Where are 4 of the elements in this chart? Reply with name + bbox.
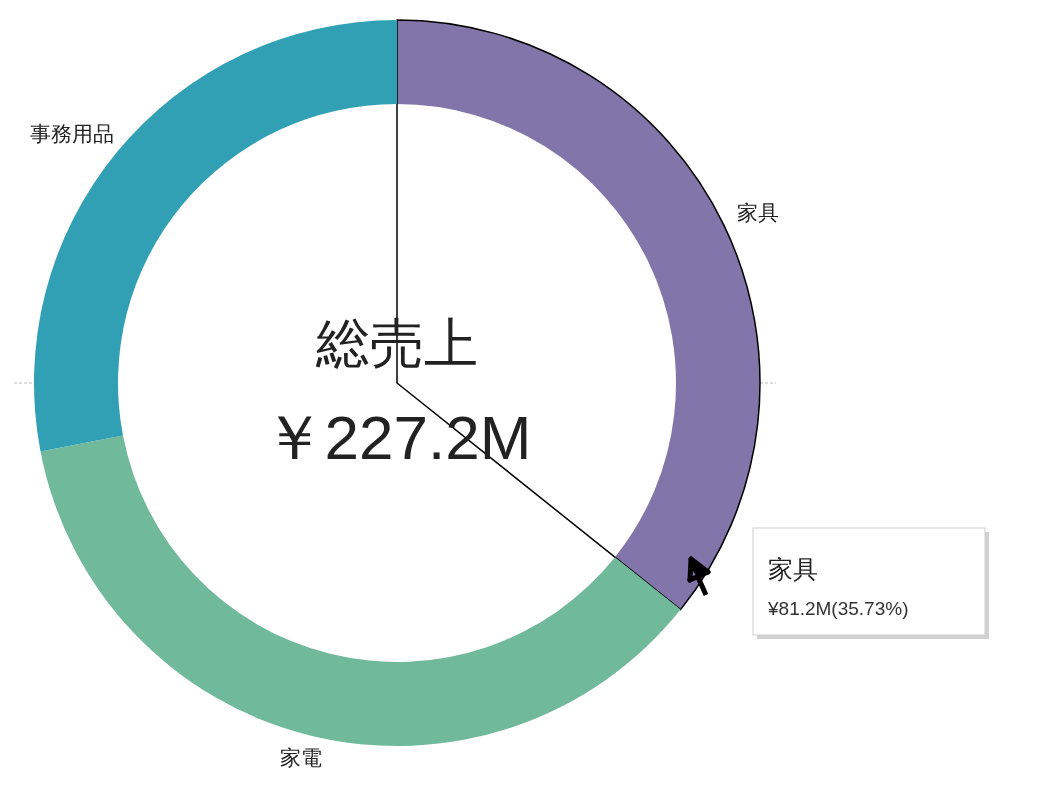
- slice-label: 家具: [737, 201, 780, 225]
- slice-label: 事務用品: [29, 122, 114, 146]
- slice-label: 家電: [279, 746, 322, 770]
- tooltip: 家具 ¥81.2M(35.73%): [752, 527, 989, 639]
